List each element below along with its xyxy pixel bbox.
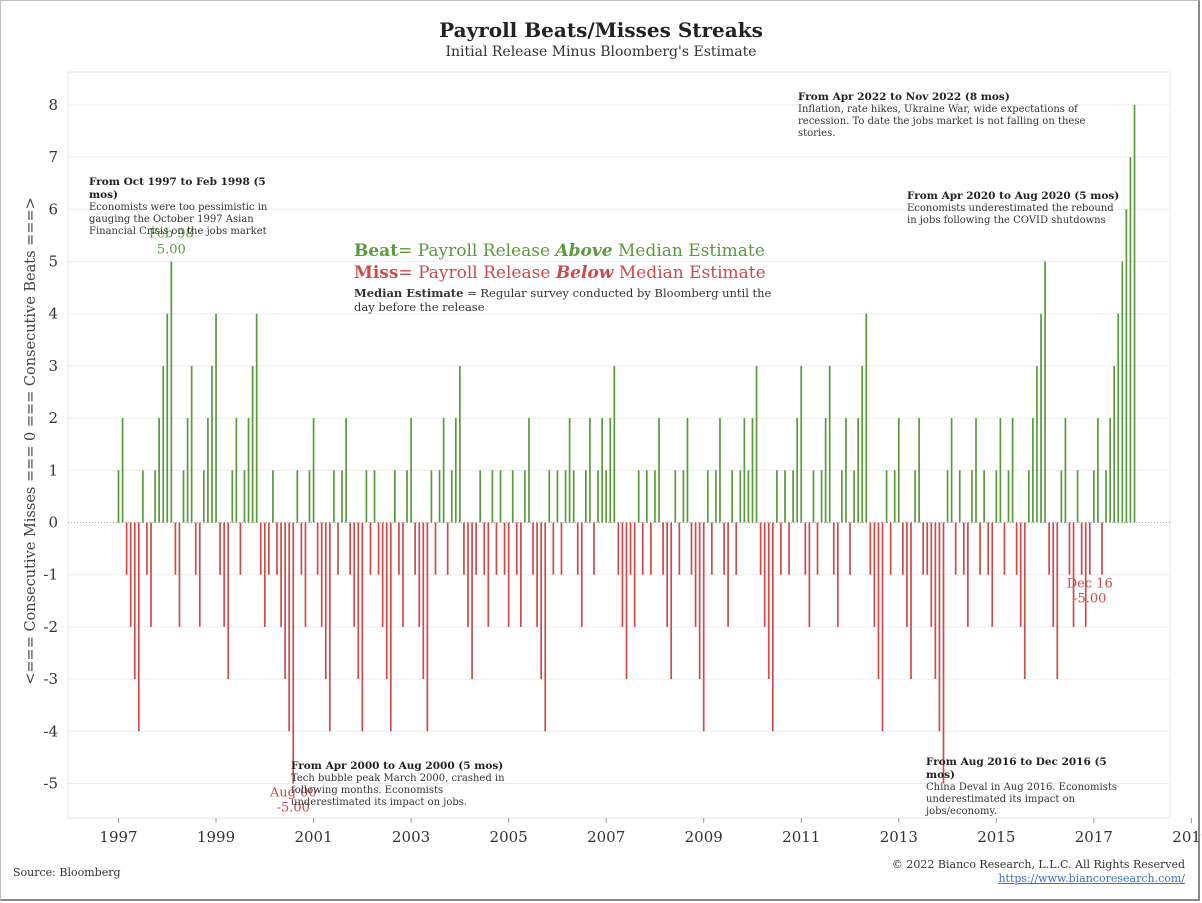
y-tick-label: -5 bbox=[43, 775, 58, 793]
legend-median-text: = Regular survey conducted by Bloomberg … bbox=[354, 286, 772, 314]
note-2022-body: Inflation, rate hikes, Ukraine War, wide… bbox=[798, 104, 1086, 139]
y-tick-label: -4 bbox=[43, 722, 58, 740]
y-tick-label: 2 bbox=[48, 409, 58, 427]
y-tick-label: 1 bbox=[48, 461, 58, 479]
x-tick-label: 2019 bbox=[1172, 828, 1202, 846]
copyright-text: © 2022 Bianco Research, L.L.C. All Right… bbox=[891, 858, 1185, 871]
peak-value-label: -5.00 bbox=[277, 801, 310, 816]
y-tick-label: 7 bbox=[48, 148, 58, 166]
y-tick-label: -3 bbox=[43, 670, 58, 688]
x-tick-label: 2005 bbox=[490, 828, 528, 846]
source-note: Source: Bloomberg bbox=[13, 866, 121, 879]
y-tick-label: -1 bbox=[43, 566, 58, 584]
x-tick-label: 2011 bbox=[782, 828, 820, 846]
legend-beat: Beat= Payroll Release Above Median Estim… bbox=[354, 240, 784, 262]
legend-beat-word: Beat bbox=[354, 241, 399, 261]
legend-beat-tail: Median Estimate bbox=[612, 241, 765, 261]
legend-median-note: Median Estimate = Regular survey conduct… bbox=[354, 286, 784, 314]
x-tick-label: 2003 bbox=[392, 828, 430, 846]
x-tick-label: 2007 bbox=[587, 828, 625, 846]
note-2022: From Apr 2022 to Nov 2022 (8 mos) Inflat… bbox=[798, 91, 1098, 140]
note-1997-head: From Oct 1997 to Feb 1998 (5 mos) bbox=[89, 176, 266, 201]
y-tick-label: 3 bbox=[48, 357, 58, 375]
y-tick-label: -2 bbox=[43, 618, 58, 636]
note-2016-body: China Deval in Aug 2016. Economists unde… bbox=[926, 782, 1118, 817]
note-2020-head: From Apr 2020 to Aug 2020 (5 mos) bbox=[907, 190, 1120, 202]
note-2022-head: From Apr 2022 to Nov 2022 (8 mos) bbox=[798, 91, 1010, 103]
y-tick-label: 0 bbox=[48, 514, 58, 532]
x-tick-label: 2001 bbox=[294, 828, 332, 846]
note-2020: From Apr 2020 to Aug 2020 (5 mos) Econom… bbox=[907, 190, 1122, 227]
peak-date-label: Aug 00 bbox=[269, 786, 317, 801]
peak-value-label: -5.00 bbox=[1073, 592, 1106, 607]
x-tick-label: 2013 bbox=[880, 828, 918, 846]
x-tick-label: 2015 bbox=[977, 828, 1015, 846]
legend-miss-tail: Median Estimate bbox=[613, 263, 766, 283]
legend-miss-word: Miss bbox=[354, 263, 399, 283]
note-2016: From Aug 2016 to Dec 2016 (5 mos) China … bbox=[926, 756, 1131, 818]
y-tick-label: 8 bbox=[48, 96, 58, 114]
x-tick-label: 2009 bbox=[685, 828, 723, 846]
note-2000: From Apr 2000 to Aug 2000 (5 mos) Tech b… bbox=[291, 760, 506, 809]
note-2016-head: From Aug 2016 to Dec 2016 (5 mos) bbox=[926, 756, 1107, 781]
x-tick-label: 1997 bbox=[99, 828, 137, 846]
legend-miss-text: = Payroll Release bbox=[398, 263, 556, 283]
legend: Beat= Payroll Release Above Median Estim… bbox=[354, 240, 784, 314]
copyright-block: © 2022 Bianco Research, L.L.C. All Right… bbox=[892, 858, 1185, 886]
chart-subtitle: Initial Release Minus Bloomberg's Estima… bbox=[445, 44, 757, 60]
website-link[interactable]: https://www.biancoresearch.com/ bbox=[998, 872, 1185, 885]
plot-area bbox=[67, 71, 1171, 819]
note-2020-body: Economists underestimated the rebound in… bbox=[907, 203, 1114, 226]
note-2000-head: From Apr 2000 to Aug 2000 (5 mos) bbox=[291, 760, 504, 772]
y-tick-label: 5 bbox=[48, 253, 58, 271]
y-tick-label: 6 bbox=[48, 200, 58, 218]
legend-beat-text: = Payroll Release bbox=[398, 241, 556, 261]
peak-date-label: Dec 16 bbox=[1067, 577, 1113, 592]
x-tick-label: 1999 bbox=[197, 828, 235, 846]
peak-date-label: Feb 98 bbox=[149, 227, 194, 242]
note-1997: From Oct 1997 to Feb 1998 (5 mos) Econom… bbox=[89, 176, 289, 238]
y-axis-title: <=== Consecutive Misses === 0 === Consec… bbox=[23, 197, 39, 685]
peak-value-label: 5.00 bbox=[157, 243, 186, 258]
x-tick-label: 2017 bbox=[1075, 828, 1113, 846]
legend-miss-em: Below bbox=[555, 263, 614, 283]
legend-median-word: Median Estimate bbox=[354, 286, 464, 300]
note-1997-body: Economists were too pessimistic in gaugi… bbox=[89, 202, 268, 237]
legend-beat-em: Above bbox=[555, 241, 613, 261]
y-tick-label: 4 bbox=[48, 305, 58, 323]
note-2000-body: Tech bubble peak March 2000, crashed in … bbox=[291, 773, 505, 808]
chart-title: Payroll Beats/Misses Streaks bbox=[439, 18, 763, 42]
legend-miss: Miss= Payroll Release Below Median Estim… bbox=[354, 262, 784, 284]
